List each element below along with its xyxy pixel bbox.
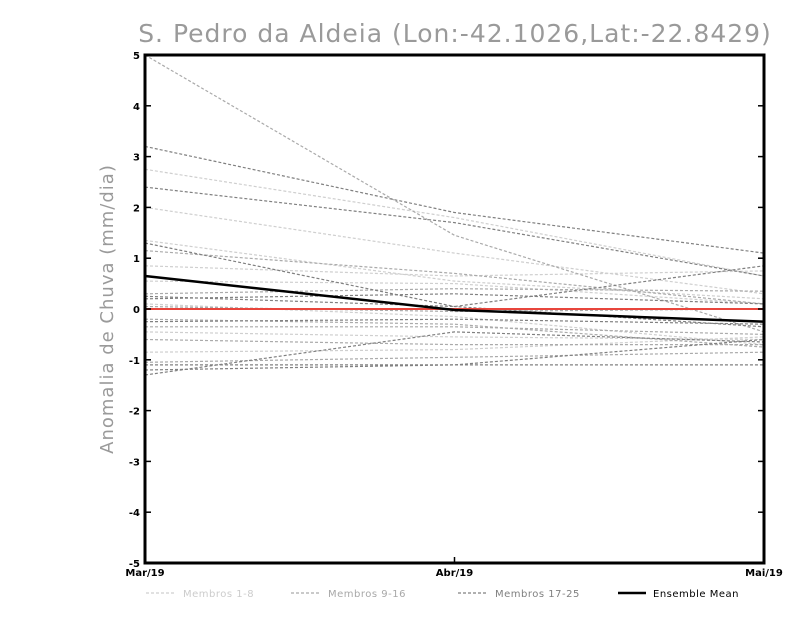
y-tick-label: 3 [133,153,140,164]
member-series-line [144,206,765,295]
member-series-line [144,364,764,371]
axis-ticks: -5 -4 -3 -2 -1 0 1 2 3 4 5 Mar/19 Abr/19 Mai/19 [125,51,782,579]
member-series-line [144,239,765,300]
x-tick-label: Mar/19 [125,568,164,579]
ensemble-members [144,54,765,376]
member-series-line [144,265,765,277]
ensemble-mean [144,274,765,323]
legend-label: Membros 9-16 [328,589,406,600]
member-series-line [144,250,765,305]
member-series-line [144,186,765,277]
y-axis-label: Anomalia de Chuva (mm/dia) [97,164,118,454]
x-tick-label: Abr/19 [436,568,473,579]
legend-label: Membros 1-8 [183,589,254,600]
member-series-line [144,318,765,325]
y-tick-label: 1 [133,254,140,265]
legend-label: Membros 17-25 [495,589,580,600]
y-tick-label: -4 [129,508,140,519]
member-series-line [144,145,765,254]
y-tick-label: 4 [133,102,140,113]
y-tick-label: -5 [129,559,140,570]
y-tick-label: 5 [133,51,140,62]
ensemble-mean-line [144,274,765,323]
y-tick-label: -2 [129,407,140,418]
member-series-line [144,242,765,328]
member-series-line [144,338,764,346]
member-series-line [144,331,765,376]
member-series-line [144,331,765,341]
y-tick-label: 2 [133,203,140,214]
member-series-line [145,326,765,335]
member-series-line [144,280,765,305]
member-series-line [144,293,765,305]
y-tick-label: -3 [129,457,140,468]
member-series-line [144,351,765,363]
chart-title: S. Pedro da Aldeia (Lon:-42.1026,Lat:-22… [138,19,772,48]
member-series-line [144,318,765,348]
member-series-line [144,336,765,353]
member-series-line [145,338,765,366]
member-series-line [144,265,765,308]
member-series-line [144,288,765,295]
member-series-line [144,303,765,346]
legend-label: Ensemble Mean [653,589,739,600]
x-tick-label: Mai/19 [745,568,783,579]
legend: Membros 1-8 Membros 9-16 Membros 17-25 Ense… [146,589,739,600]
y-tick-label: -1 [129,356,140,367]
y-tick-label: 0 [133,305,140,316]
